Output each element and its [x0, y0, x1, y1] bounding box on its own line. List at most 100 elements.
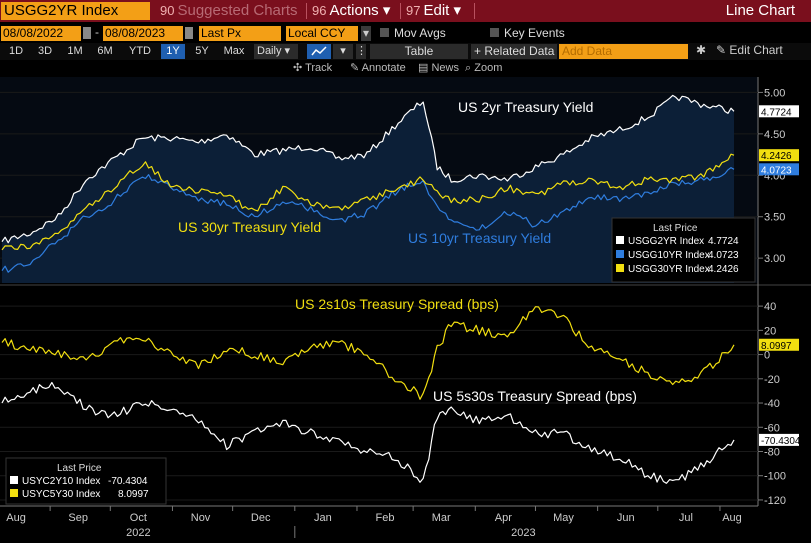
x-tick-label: Dec [251, 512, 271, 524]
edit-chart-button[interactable]: ✎ Edit Chart [716, 43, 783, 57]
last-value-tag [759, 163, 799, 176]
legend-swatch-2s10s [10, 476, 18, 484]
ticker-field[interactable]: USGG2YR Index [1, 2, 150, 20]
line-chart-icon[interactable] [307, 44, 331, 59]
chevron-down-icon: ▾ [453, 2, 462, 19]
y-tick-label: 3.00 [764, 253, 785, 265]
window-title: Line Chart [725, 2, 795, 19]
period-button-ytd[interactable]: YTD [129, 45, 151, 57]
legend-label-2yr: USGG2YR Index [628, 236, 704, 247]
y-tick-label: 5.00 [764, 87, 785, 99]
gear-icon[interactable]: ✱ [696, 43, 707, 57]
date-toolbar: 08/08/2022 - 08/08/2023 Last Px Local CC… [0, 25, 811, 42]
actions-label: Actions [329, 2, 379, 19]
legend-value-2yr: 4.7724 [708, 236, 739, 247]
annotation-us2yr: US 2yr Treasury Yield [458, 99, 593, 115]
y-tick-label: 20 [764, 325, 776, 337]
x-tick-label: Jan [314, 512, 332, 524]
y-tick-label: 4.50 [764, 129, 785, 141]
series-line-USGG10YR Index [1, 167, 735, 273]
annotation-us30yr: US 30yr Treasury Yield [178, 219, 321, 235]
y-tick-label: -20 [764, 374, 780, 386]
legend-label-30yr: USGG30YR Index [628, 264, 710, 275]
start-date-field[interactable]: 08/08/2022 [1, 26, 81, 41]
legend-swatch-5s30s [10, 489, 18, 497]
period-button-6m[interactable]: 6M [97, 45, 113, 57]
legend-spreads-box [5, 457, 167, 505]
x-year-label: 2022 [126, 527, 150, 539]
legend-value-30yr: 4.2426 [708, 264, 739, 275]
period-button-3d[interactable]: 3D [37, 45, 53, 57]
title-separator [306, 3, 307, 19]
x-tick-label: Oct [130, 512, 147, 524]
key-events-checkbox[interactable] [490, 28, 499, 37]
chevron-down-icon: ▾ [382, 2, 391, 19]
chevron-down-icon[interactable]: ▾ [361, 26, 371, 41]
legend-yields-title: Last Price [653, 223, 698, 234]
edit-number: 97 [406, 3, 421, 18]
x-tick-label: Mar [432, 512, 451, 524]
annotate-button[interactable]: ✎ Annotate [350, 61, 406, 76]
suggested-charts-number: 90 [160, 3, 175, 18]
annotation-2s10s: US 2s10s Treasury Spread (bps) [295, 296, 499, 312]
annotation-us10yr: US 10yr Treasury Yield [408, 230, 551, 246]
price-field-select[interactable]: Last Px [199, 26, 281, 41]
y-tick-label: -100 [764, 471, 786, 483]
frequency-label: Daily [257, 45, 282, 57]
currency-select[interactable]: Local CCY [286, 26, 358, 41]
title-separator [400, 3, 401, 19]
pencil-icon: ✎ [716, 43, 727, 57]
table-button[interactable]: Table [370, 44, 468, 59]
legend-swatch-30yr [616, 264, 624, 272]
last-value-label: 4.0723 [761, 165, 792, 176]
legend-value-5s30s: 8.0997 [118, 489, 149, 500]
actions-menu[interactable]: 96 Actions ▾ [312, 2, 390, 20]
chart-area[interactable]: 5.004.504.003.503.004.77244.07234.242640… [0, 77, 811, 543]
period-toolbar: 1D 3D 1M 6M YTD 1Y 5Y Max Daily ▾ ▾ ⋮ Ta… [0, 43, 811, 60]
add-data-input[interactable]: Add Data [559, 44, 688, 59]
actions-number: 96 [312, 3, 327, 18]
annotation-toolbar: ✣ Track ✎ Annotate ▤ News ⌕ Zoom [0, 60, 811, 77]
period-button-max[interactable]: Max [223, 45, 245, 57]
annotate-icon: ✎ [350, 62, 360, 74]
edit-chart-label: Edit Chart [729, 43, 783, 57]
last-value-label: 4.2426 [761, 151, 792, 162]
mov-avgs-checkbox[interactable] [380, 28, 389, 37]
zoom-button[interactable]: ⌕ Zoom [465, 61, 502, 76]
last-value-tag [759, 433, 799, 446]
edit-label: Edit [423, 2, 450, 19]
period-button-1y[interactable]: 1Y [161, 44, 185, 59]
series-line-USGG30YR Index [1, 153, 735, 251]
news-button[interactable]: ▤ News [418, 61, 459, 76]
legend-label-5s30s: USYC5Y30 Index [22, 489, 100, 500]
more-options-icon[interactable]: ⋮ [356, 44, 367, 59]
legend-yields: Last Price USGG2YR Index 4.7724 USGG10YR… [611, 217, 756, 283]
chevron-down-icon: ▾ [284, 45, 291, 57]
title-bar: USGG2YR Index 90 Suggested Charts 96 Actio… [0, 0, 811, 22]
edit-menu[interactable]: 97 Edit ▾ [406, 2, 461, 20]
period-button-1d[interactable]: 1D [8, 45, 24, 57]
end-date-field[interactable]: 08/08/2023 [103, 26, 183, 41]
calendar-icon[interactable] [185, 27, 193, 39]
suggested-charts-menu[interactable]: 90 Suggested Charts [160, 2, 298, 20]
y-tick-label: 40 [764, 301, 776, 313]
mov-avgs-label: Mov Avgs [394, 26, 446, 40]
frequency-select[interactable]: Daily ▾ [254, 44, 298, 59]
period-button-1m[interactable]: 1M [67, 45, 83, 57]
y-tick-label: -40 [764, 398, 780, 410]
track-label: Track [305, 62, 333, 74]
y-tick-label: -60 [764, 422, 780, 434]
key-events-label: Key Events [504, 26, 565, 40]
last-value-label: 4.7724 [761, 107, 792, 118]
legend-yields-box [611, 217, 756, 283]
last-value-tag [759, 105, 799, 118]
suggested-charts-label: Suggested Charts [177, 2, 298, 19]
series-line-USYC2Y10 Index [1, 381, 735, 484]
chart-type-dropdown-icon[interactable]: ▾ [333, 44, 353, 59]
track-button[interactable]: ✣ Track [293, 61, 332, 76]
period-button-5y[interactable]: 5Y [195, 45, 209, 57]
related-data-button[interactable]: + Related Data [471, 44, 557, 59]
calendar-icon[interactable] [83, 27, 91, 39]
y-tick-label: -80 [764, 446, 780, 458]
news-label: News [431, 62, 459, 74]
